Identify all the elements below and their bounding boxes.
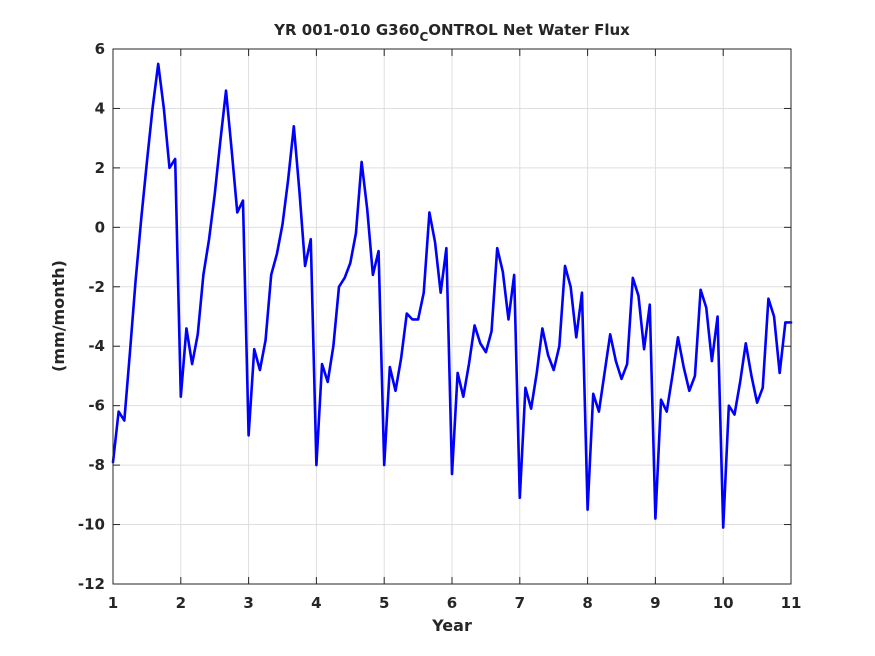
x-tick-label: 1 — [108, 594, 118, 612]
x-tick-label: 2 — [176, 594, 186, 612]
y-tick-label: 6 — [95, 40, 105, 58]
x-tick-label: 9 — [650, 594, 660, 612]
x-tick-label: 11 — [781, 594, 802, 612]
chart-title-main: YR 001-010 G360 — [273, 21, 419, 39]
x-tick-label: 10 — [713, 594, 734, 612]
y-tick-label: 0 — [95, 218, 105, 236]
y-tick-label: -10 — [78, 516, 105, 534]
chart-title-suffix: ONTROL Net Water Flux — [428, 21, 630, 39]
y-axis-label: (mm/month) — [49, 260, 68, 372]
x-tick-label: 7 — [515, 594, 525, 612]
x-tick-label: 3 — [243, 594, 253, 612]
series-line — [111, 62, 793, 529]
axes-frame — [112, 48, 792, 585]
y-tick-label: -6 — [88, 397, 105, 415]
y-tick-label: -4 — [88, 337, 105, 355]
y-tick-label: 2 — [95, 159, 105, 177]
y-tick-label: -8 — [88, 456, 105, 474]
x-axis-label: Year — [431, 616, 472, 635]
tick-labels: 1 2 3 4 5 6 7 8 9 10 11 -12 -10 -8 -6 -4 -2 0 2 4 6 — [78, 40, 802, 612]
y-tick-label: -2 — [88, 278, 105, 296]
x-tick-label: 8 — [582, 594, 592, 612]
x-tick-label: 4 — [311, 594, 321, 612]
chart-title-subscript: C — [419, 30, 428, 44]
chart-title: YR 001-010 G360CONTROL Net Water Flux — [273, 21, 630, 44]
x-tick-label: 5 — [379, 594, 389, 612]
y-tick-label: -12 — [78, 575, 105, 593]
series-layer — [111, 62, 793, 529]
y-tick-label: 4 — [95, 99, 105, 117]
x-tick-label: 6 — [447, 594, 457, 612]
